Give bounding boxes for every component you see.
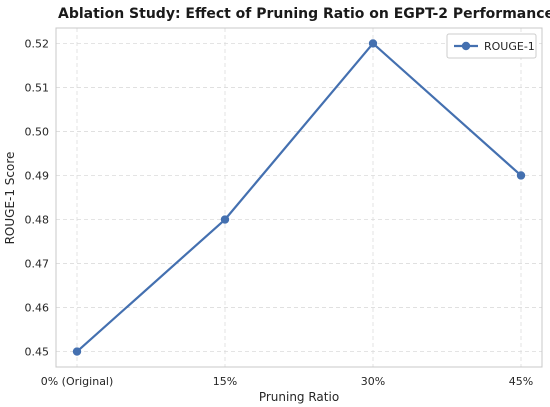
grid <box>56 28 542 367</box>
y-tick-label: 0.45 <box>25 346 50 359</box>
legend-entry-label: ROUGE-1 <box>484 40 535 53</box>
data-point <box>368 39 378 48</box>
legend-box <box>446 33 537 59</box>
chart-title: Ablation Study: Effect of Pruning Ratio … <box>58 6 550 22</box>
series-line <box>76 42 522 353</box>
data-point <box>516 171 526 180</box>
series-layer <box>72 39 526 356</box>
y-tick-label: 0.47 <box>25 258 50 271</box>
y-tick-label: 0.51 <box>25 81 50 94</box>
data-point <box>220 215 230 224</box>
legend: ROUGE-1 <box>446 33 537 59</box>
legend-marker-swatch <box>461 41 471 51</box>
x-axis-ticks: 0% (Original) 15% 30% 45% <box>41 375 534 388</box>
x-tick-label: 45% <box>509 375 533 388</box>
x-axis-label: Pruning Ratio <box>259 390 339 404</box>
y-tick-label: 0.48 <box>25 214 50 227</box>
y-tick-label: 0.52 <box>25 37 50 50</box>
y-axis-label: ROUGE-1 Score <box>3 152 17 245</box>
y-tick-label: 0.50 <box>25 125 50 138</box>
x-tick-label: 15% <box>213 375 237 388</box>
plot-frame <box>55 27 543 368</box>
y-tick-label: 0.46 <box>25 302 50 315</box>
x-tick-label: 30% <box>361 375 385 388</box>
data-point <box>72 347 82 356</box>
x-tick-label: 0% (Original) <box>41 375 114 388</box>
y-axis-ticks: 0.45 0.46 0.47 0.48 0.49 0.50 0.51 0.52 <box>25 37 50 358</box>
y-tick-label: 0.49 <box>25 169 50 182</box>
